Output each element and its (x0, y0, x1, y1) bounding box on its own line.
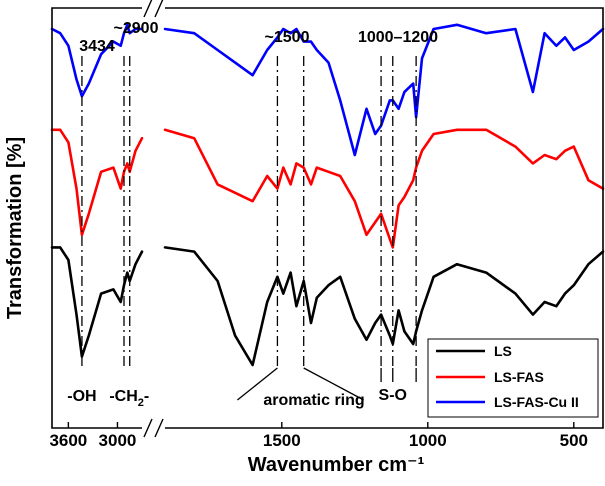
legend-label-ls-fas: LS-FAS (494, 369, 544, 385)
axis-break-bottom (143, 418, 164, 438)
legend-label-ls-fas-cu: LS-FAS-Cu II (494, 394, 579, 410)
series-line-ls-fas-cu-ii-left (50, 23, 144, 98)
series-line-ls-fas-left (50, 128, 144, 237)
x-axis-title: Wavenumber cm⁻¹ (248, 454, 425, 476)
annotation-text: 3434~2900 ~1500 1000–1200 -OH -CH2- aromatic … (67, 20, 438, 409)
y-axis-title: Transformation [%] (4, 137, 26, 319)
series-line-ls-left (50, 246, 144, 358)
leader-line-1 (303, 367, 365, 401)
group-label-s-o: S-O (379, 387, 407, 404)
peak-label-1515: ~1500 (265, 29, 310, 46)
peak-label-3434: 3434 (79, 38, 115, 55)
plot-lines (50, 23, 605, 367)
series-line-ls-fas-right (163, 128, 605, 249)
legend: LS LS-FAS LS-FAS-Cu II (427, 338, 599, 418)
x-ticks: 3600 3000 1500 1000 500 (49, 422, 588, 450)
group-label-oh: -OH (67, 388, 96, 405)
x-tick-label-1500: 1500 (263, 431, 301, 450)
leader-line-0 (237, 367, 278, 401)
axis-frame (51, 7, 604, 429)
peak-label-1160: 1000–1200 (358, 29, 438, 46)
annotation-lines (81, 56, 417, 401)
x-tick-label-500: 500 (560, 431, 588, 450)
x-tick-label-3000: 3000 (99, 431, 137, 450)
axis-break-top (143, 0, 164, 18)
peak-label-2920: ~2900 (114, 20, 159, 37)
legend-label-ls: LS (494, 343, 512, 359)
group-label-ch2: -CH2- (109, 388, 149, 409)
group-label-aromatic-ring: aromatic ring (263, 392, 364, 409)
x-tick-label-1000: 1000 (409, 431, 447, 450)
x-tick-label-3600: 3600 (49, 431, 87, 450)
axes (51, 0, 604, 438)
